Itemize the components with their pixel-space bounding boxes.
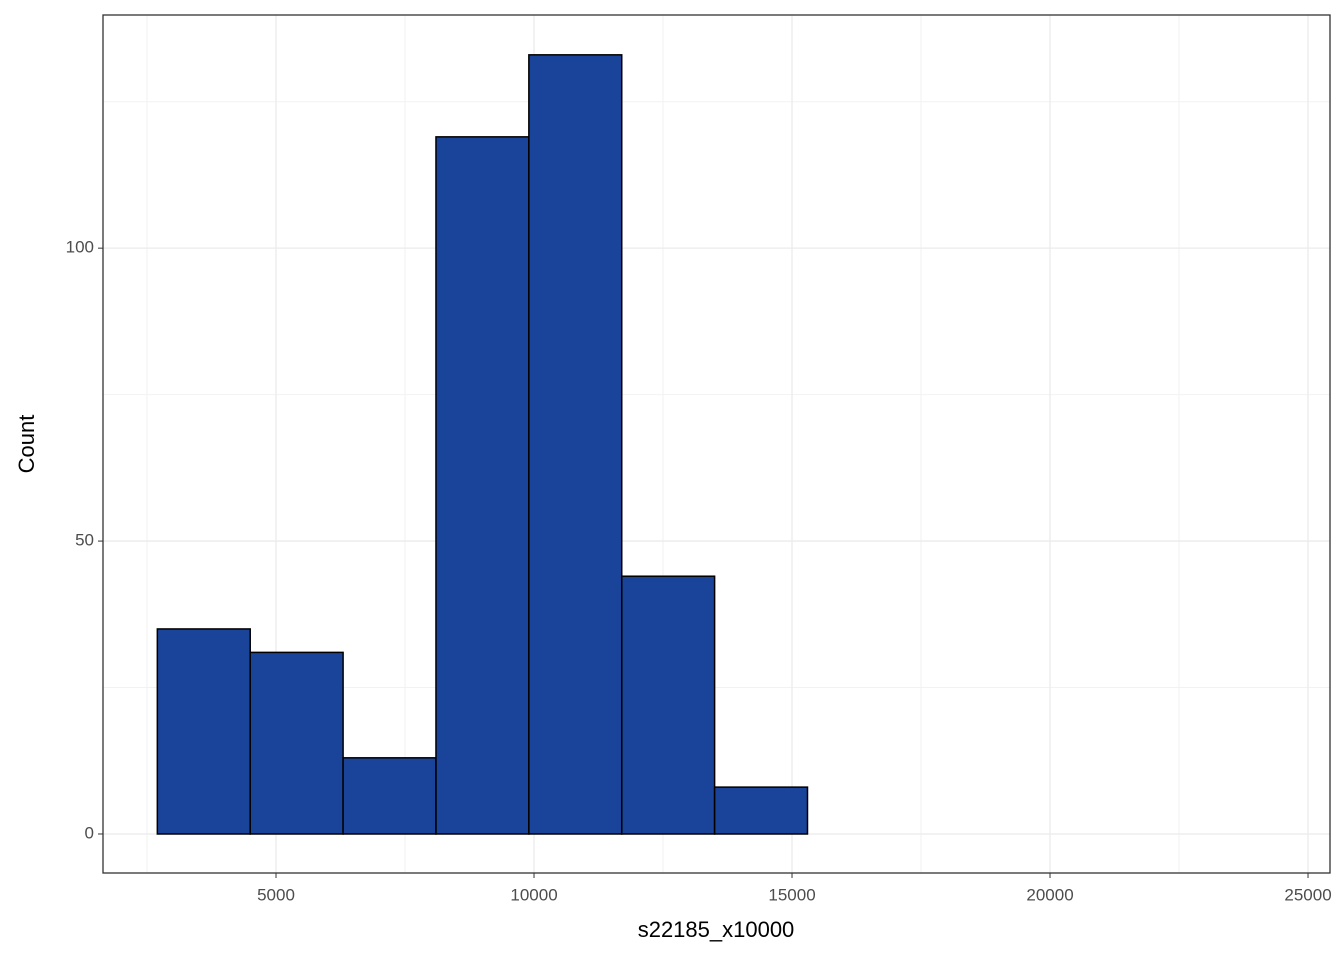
bar	[620, 575, 716, 835]
x-tick-label: 10000	[510, 885, 557, 904]
x-axis-title: s22185_x10000	[638, 917, 795, 942]
x-tick-label: 20000	[1026, 885, 1073, 904]
y-tick-label: 100	[66, 238, 94, 257]
y-tick-label: 0	[85, 823, 94, 842]
y-tick-label: 50	[75, 531, 94, 550]
x-tick-label: 5000	[257, 885, 295, 904]
y-axis-title: Count	[14, 415, 39, 474]
bar	[156, 628, 251, 835]
x-tick-label: 25000	[1284, 885, 1331, 904]
bar	[435, 136, 530, 835]
bar	[342, 757, 437, 835]
x-tick-label: 15000	[768, 885, 815, 904]
bar	[528, 54, 623, 835]
bar	[713, 786, 809, 835]
bar	[249, 651, 344, 835]
panel-border	[102, 14, 1331, 874]
